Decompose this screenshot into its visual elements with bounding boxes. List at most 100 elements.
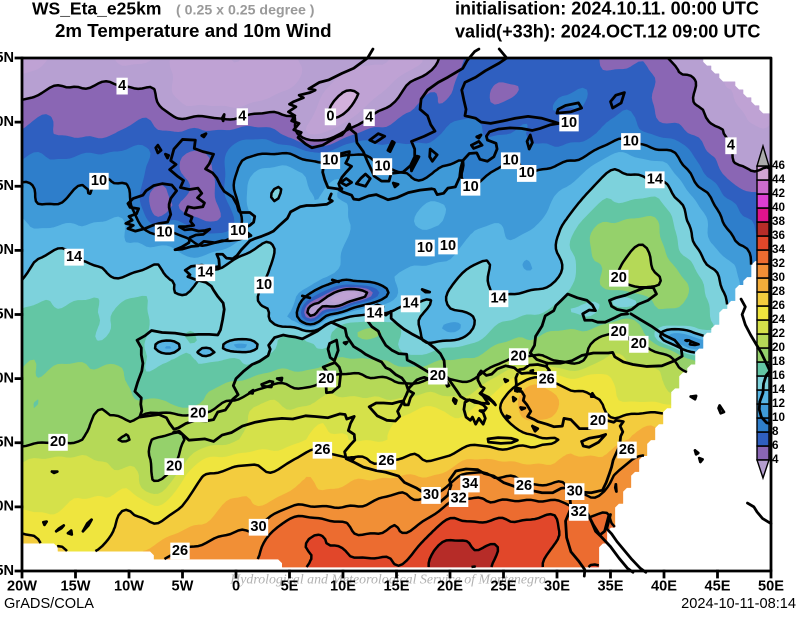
svg-text:40: 40: [772, 201, 785, 214]
svg-text:14: 14: [491, 290, 508, 306]
svg-text:60N: 60N: [0, 114, 14, 130]
svg-text:GrADS/COLA: GrADS/COLA: [4, 596, 94, 612]
svg-text:valid(+33h): 2024.OCT.12 09:00: valid(+33h): 2024.OCT.12 09:00 UTC: [455, 22, 760, 42]
svg-text:35E: 35E: [598, 579, 624, 595]
svg-text:10: 10: [503, 153, 519, 169]
svg-text:22: 22: [772, 327, 785, 340]
svg-text:20: 20: [772, 341, 785, 354]
svg-text:30: 30: [250, 519, 266, 535]
svg-text:20: 20: [166, 458, 182, 474]
svg-text:10: 10: [440, 238, 456, 254]
svg-text:2024-10-11-08:14: 2024-10-11-08:14: [681, 596, 796, 612]
svg-text:32: 32: [450, 490, 466, 506]
svg-text:26: 26: [539, 371, 555, 387]
svg-text:4: 4: [118, 78, 127, 94]
svg-text:10E: 10E: [330, 579, 356, 595]
svg-text:40E: 40E: [651, 579, 677, 595]
svg-text:20E: 20E: [437, 579, 463, 595]
svg-text:5E: 5E: [281, 579, 299, 595]
svg-text:65N: 65N: [0, 50, 14, 66]
svg-text:20: 20: [430, 368, 446, 384]
svg-text:32: 32: [571, 504, 587, 520]
svg-text:24: 24: [772, 313, 785, 326]
svg-text:14: 14: [366, 305, 383, 321]
svg-text:20: 20: [590, 413, 606, 429]
svg-text:6: 6: [772, 439, 779, 452]
svg-text:20: 20: [611, 270, 627, 286]
svg-text:10: 10: [519, 165, 535, 181]
svg-text:10: 10: [417, 240, 433, 256]
svg-text:14: 14: [772, 383, 785, 396]
svg-text:26: 26: [172, 543, 188, 559]
svg-text:30: 30: [567, 483, 583, 499]
svg-text:8: 8: [772, 425, 779, 438]
svg-text:26: 26: [516, 478, 532, 494]
svg-text:20: 20: [50, 434, 66, 450]
svg-text:10: 10: [256, 277, 272, 293]
svg-text:45N: 45N: [0, 306, 14, 322]
svg-text:initialisation: 2024.10.11. 00: initialisation: 2024.10.11. 00:00 UTC: [455, 0, 759, 19]
svg-text:34: 34: [462, 476, 479, 492]
svg-text:42: 42: [772, 187, 785, 200]
svg-text:5W: 5W: [172, 579, 194, 595]
svg-text:55N: 55N: [0, 178, 14, 194]
svg-text:44: 44: [772, 173, 785, 186]
svg-text:12: 12: [772, 397, 785, 410]
svg-text:38: 38: [772, 215, 785, 228]
svg-text:20W: 20W: [7, 579, 37, 595]
svg-text:4: 4: [727, 138, 736, 154]
svg-text:50N: 50N: [0, 242, 14, 258]
svg-text:10: 10: [156, 225, 172, 241]
svg-text:20: 20: [611, 324, 627, 340]
svg-text:35N: 35N: [0, 435, 14, 451]
svg-text:15W: 15W: [61, 579, 91, 595]
svg-text:15E: 15E: [384, 579, 410, 595]
svg-text:14: 14: [402, 296, 419, 312]
svg-text:46: 46: [772, 159, 785, 172]
svg-text:14: 14: [66, 249, 83, 265]
svg-text:Hydrological and Meteorologica: Hydrological and Meteorological Service …: [229, 572, 546, 587]
svg-text:30E: 30E: [544, 579, 570, 595]
svg-text:4: 4: [772, 453, 779, 466]
svg-text:18: 18: [772, 355, 785, 368]
svg-text:20: 20: [190, 405, 206, 421]
svg-text:34: 34: [772, 243, 785, 256]
svg-text:25N: 25N: [0, 563, 14, 579]
svg-text:10: 10: [322, 152, 338, 168]
svg-text:26: 26: [378, 453, 394, 469]
svg-text:2m Temperature and 10m Wind: 2m Temperature and 10m Wind: [55, 20, 332, 41]
svg-text:14: 14: [647, 172, 664, 188]
svg-text:26: 26: [772, 299, 785, 312]
svg-text:20: 20: [318, 371, 334, 387]
svg-text:36: 36: [772, 229, 785, 242]
svg-text:28: 28: [772, 285, 785, 298]
svg-text:20: 20: [511, 348, 527, 364]
svg-text:0: 0: [232, 579, 240, 595]
svg-text:0: 0: [326, 109, 334, 125]
svg-text:26: 26: [619, 442, 635, 458]
svg-text:WS_Eta_e25km: WS_Eta_e25km: [32, 0, 161, 19]
svg-text:10: 10: [772, 411, 785, 424]
svg-text:4: 4: [238, 108, 247, 124]
svg-text:20: 20: [631, 336, 647, 352]
svg-text:30: 30: [423, 487, 439, 503]
svg-text:40N: 40N: [0, 370, 14, 386]
svg-text:16: 16: [772, 369, 785, 382]
svg-text:4: 4: [365, 109, 374, 125]
svg-text:( 0.25 x 0.25 degree ): ( 0.25 x 0.25 degree ): [176, 3, 315, 19]
svg-text:10: 10: [561, 115, 577, 131]
svg-text:10: 10: [623, 133, 639, 149]
svg-text:10W: 10W: [114, 579, 144, 595]
svg-text:10: 10: [91, 173, 107, 189]
svg-text:26: 26: [314, 442, 330, 458]
svg-text:14: 14: [197, 265, 214, 281]
svg-text:32: 32: [772, 257, 785, 270]
svg-text:25E: 25E: [491, 579, 517, 595]
svg-text:10: 10: [374, 158, 390, 174]
svg-text:30N: 30N: [0, 499, 14, 515]
svg-text:30: 30: [772, 271, 785, 284]
svg-text:10: 10: [462, 179, 478, 195]
svg-text:45E: 45E: [705, 579, 731, 595]
svg-text:10: 10: [230, 223, 246, 239]
svg-text:50E: 50E: [758, 579, 784, 595]
